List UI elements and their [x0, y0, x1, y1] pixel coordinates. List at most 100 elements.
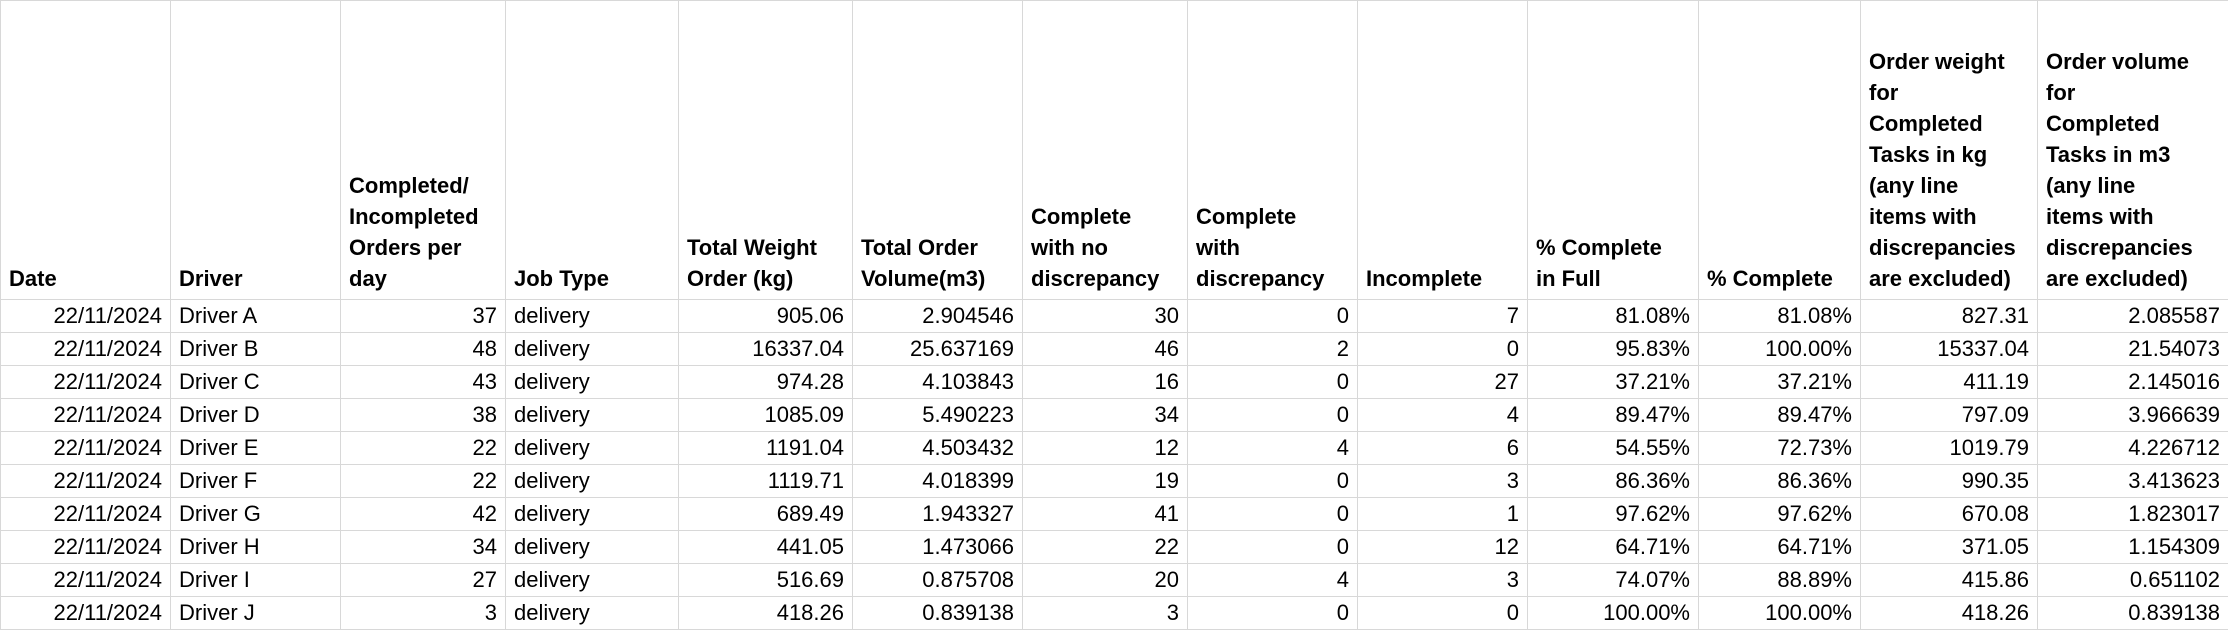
- cell-total-weight-order-kg[interactable]: 418.26: [678, 596, 853, 630]
- cell-order-volume-completed-m3[interactable]: 2.085587: [2037, 299, 2228, 333]
- cell-job-type[interactable]: delivery: [505, 530, 679, 564]
- cell-incomplete[interactable]: 1: [1357, 497, 1528, 531]
- cell-total-weight-order-kg[interactable]: 16337.04: [678, 332, 853, 366]
- cell-complete-no-discrepancy[interactable]: 20: [1022, 563, 1188, 597]
- cell-order-volume-completed-m3[interactable]: 21.54073: [2037, 332, 2228, 366]
- cell-date[interactable]: 22/11/2024: [0, 464, 171, 498]
- cell-driver[interactable]: Driver D: [170, 398, 341, 432]
- column-header-total-weight-order-kg[interactable]: Total Weight Order (kg): [678, 0, 853, 300]
- cell-complete-with-discrepancy[interactable]: 0: [1187, 497, 1358, 531]
- cell-pct-complete[interactable]: 64.71%: [1698, 530, 1861, 564]
- cell-incomplete[interactable]: 7: [1357, 299, 1528, 333]
- cell-order-weight-completed-kg[interactable]: 1019.79: [1860, 431, 2038, 465]
- cell-total-order-volume-m3[interactable]: 0.875708: [852, 563, 1023, 597]
- column-header-pct-complete-in-full[interactable]: % Complete in Full: [1527, 0, 1699, 300]
- cell-complete-with-discrepancy[interactable]: 0: [1187, 365, 1358, 399]
- cell-total-weight-order-kg[interactable]: 1085.09: [678, 398, 853, 432]
- cell-order-weight-completed-kg[interactable]: 670.08: [1860, 497, 2038, 531]
- cell-complete-no-discrepancy[interactable]: 30: [1022, 299, 1188, 333]
- cell-completed-incompleted-orders-per-day[interactable]: 3: [340, 596, 506, 630]
- cell-job-type[interactable]: delivery: [505, 299, 679, 333]
- cell-date[interactable]: 22/11/2024: [0, 530, 171, 564]
- column-header-job-type[interactable]: Job Type: [505, 0, 679, 300]
- cell-total-order-volume-m3[interactable]: 5.490223: [852, 398, 1023, 432]
- cell-total-order-volume-m3[interactable]: 0.839138: [852, 596, 1023, 630]
- cell-order-weight-completed-kg[interactable]: 990.35: [1860, 464, 2038, 498]
- cell-incomplete[interactable]: 0: [1357, 332, 1528, 366]
- cell-incomplete[interactable]: 12: [1357, 530, 1528, 564]
- cell-pct-complete-in-full[interactable]: 81.08%: [1527, 299, 1699, 333]
- cell-pct-complete-in-full[interactable]: 100.00%: [1527, 596, 1699, 630]
- cell-completed-incompleted-orders-per-day[interactable]: 48: [340, 332, 506, 366]
- cell-total-order-volume-m3[interactable]: 2.904546: [852, 299, 1023, 333]
- cell-complete-with-discrepancy[interactable]: 4: [1187, 431, 1358, 465]
- cell-driver[interactable]: Driver I: [170, 563, 341, 597]
- cell-complete-no-discrepancy[interactable]: 22: [1022, 530, 1188, 564]
- cell-completed-incompleted-orders-per-day[interactable]: 43: [340, 365, 506, 399]
- cell-order-volume-completed-m3[interactable]: 3.966639: [2037, 398, 2228, 432]
- cell-job-type[interactable]: delivery: [505, 398, 679, 432]
- cell-date[interactable]: 22/11/2024: [0, 497, 171, 531]
- cell-complete-with-discrepancy[interactable]: 0: [1187, 596, 1358, 630]
- cell-complete-with-discrepancy[interactable]: 2: [1187, 332, 1358, 366]
- cell-completed-incompleted-orders-per-day[interactable]: 42: [340, 497, 506, 531]
- cell-pct-complete-in-full[interactable]: 95.83%: [1527, 332, 1699, 366]
- cell-date[interactable]: 22/11/2024: [0, 365, 171, 399]
- column-header-complete-no-discrepancy[interactable]: Complete with no discrepancy: [1022, 0, 1188, 300]
- cell-complete-no-discrepancy[interactable]: 3: [1022, 596, 1188, 630]
- cell-completed-incompleted-orders-per-day[interactable]: 34: [340, 530, 506, 564]
- cell-driver[interactable]: Driver F: [170, 464, 341, 498]
- cell-driver[interactable]: Driver E: [170, 431, 341, 465]
- cell-order-weight-completed-kg[interactable]: 415.86: [1860, 563, 2038, 597]
- cell-driver[interactable]: Driver B: [170, 332, 341, 366]
- cell-total-weight-order-kg[interactable]: 1119.71: [678, 464, 853, 498]
- column-header-order-volume-completed-m3[interactable]: Order volume for Completed Tasks in m3 (…: [2037, 0, 2228, 300]
- cell-job-type[interactable]: delivery: [505, 563, 679, 597]
- cell-completed-incompleted-orders-per-day[interactable]: 22: [340, 431, 506, 465]
- cell-complete-with-discrepancy[interactable]: 0: [1187, 398, 1358, 432]
- cell-order-volume-completed-m3[interactable]: 1.823017: [2037, 497, 2228, 531]
- cell-incomplete[interactable]: 27: [1357, 365, 1528, 399]
- cell-complete-no-discrepancy[interactable]: 12: [1022, 431, 1188, 465]
- column-header-incomplete[interactable]: Incomplete: [1357, 0, 1528, 300]
- cell-order-volume-completed-m3[interactable]: 2.145016: [2037, 365, 2228, 399]
- cell-pct-complete[interactable]: 37.21%: [1698, 365, 1861, 399]
- cell-incomplete[interactable]: 6: [1357, 431, 1528, 465]
- cell-total-order-volume-m3[interactable]: 25.637169: [852, 332, 1023, 366]
- column-header-driver[interactable]: Driver: [170, 0, 341, 300]
- cell-total-weight-order-kg[interactable]: 905.06: [678, 299, 853, 333]
- cell-total-order-volume-m3[interactable]: 4.503432: [852, 431, 1023, 465]
- cell-date[interactable]: 22/11/2024: [0, 563, 171, 597]
- cell-complete-no-discrepancy[interactable]: 16: [1022, 365, 1188, 399]
- cell-job-type[interactable]: delivery: [505, 332, 679, 366]
- cell-order-volume-completed-m3[interactable]: 0.839138: [2037, 596, 2228, 630]
- cell-date[interactable]: 22/11/2024: [0, 431, 171, 465]
- column-header-total-order-volume-m3[interactable]: Total Order Volume(m3): [852, 0, 1023, 300]
- cell-pct-complete-in-full[interactable]: 54.55%: [1527, 431, 1699, 465]
- column-header-order-weight-completed-kg[interactable]: Order weight for Completed Tasks in kg (…: [1860, 0, 2038, 300]
- cell-total-weight-order-kg[interactable]: 689.49: [678, 497, 853, 531]
- cell-total-order-volume-m3[interactable]: 4.103843: [852, 365, 1023, 399]
- cell-order-volume-completed-m3[interactable]: 1.154309: [2037, 530, 2228, 564]
- cell-incomplete[interactable]: 3: [1357, 464, 1528, 498]
- cell-total-weight-order-kg[interactable]: 441.05: [678, 530, 853, 564]
- cell-order-volume-completed-m3[interactable]: 0.651102: [2037, 563, 2228, 597]
- cell-complete-with-discrepancy[interactable]: 0: [1187, 530, 1358, 564]
- cell-driver[interactable]: Driver G: [170, 497, 341, 531]
- cell-pct-complete[interactable]: 97.62%: [1698, 497, 1861, 531]
- cell-driver[interactable]: Driver H: [170, 530, 341, 564]
- cell-pct-complete[interactable]: 100.00%: [1698, 332, 1861, 366]
- cell-pct-complete[interactable]: 81.08%: [1698, 299, 1861, 333]
- cell-job-type[interactable]: delivery: [505, 596, 679, 630]
- cell-completed-incompleted-orders-per-day[interactable]: 37: [340, 299, 506, 333]
- cell-pct-complete[interactable]: 86.36%: [1698, 464, 1861, 498]
- cell-complete-no-discrepancy[interactable]: 41: [1022, 497, 1188, 531]
- cell-pct-complete-in-full[interactable]: 74.07%: [1527, 563, 1699, 597]
- cell-job-type[interactable]: delivery: [505, 431, 679, 465]
- cell-complete-no-discrepancy[interactable]: 19: [1022, 464, 1188, 498]
- cell-total-order-volume-m3[interactable]: 4.018399: [852, 464, 1023, 498]
- cell-total-order-volume-m3[interactable]: 1.943327: [852, 497, 1023, 531]
- cell-date[interactable]: 22/11/2024: [0, 596, 171, 630]
- cell-complete-with-discrepancy[interactable]: 4: [1187, 563, 1358, 597]
- cell-pct-complete[interactable]: 72.73%: [1698, 431, 1861, 465]
